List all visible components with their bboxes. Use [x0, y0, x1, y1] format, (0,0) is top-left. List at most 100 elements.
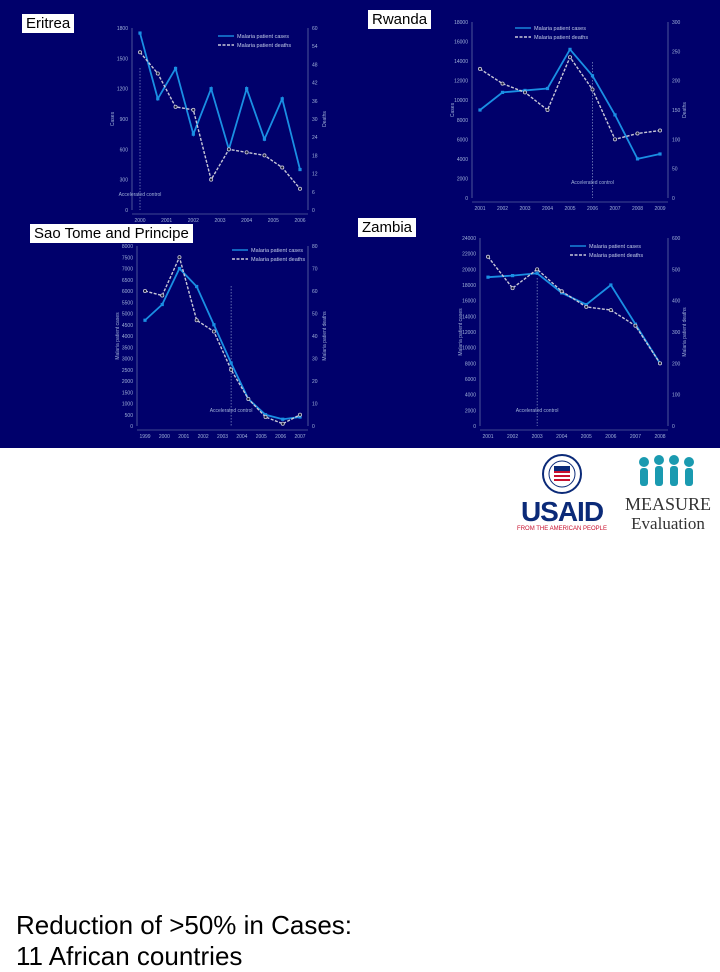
y-tick-label: 4500: [122, 323, 133, 329]
y2-tick-label: 0: [672, 424, 675, 430]
measure-logo: MEASURE Evaluation: [622, 454, 714, 538]
y-tick-label: 1500: [122, 390, 133, 396]
y-tick-label: 1500: [117, 56, 128, 62]
deaths-data-point: [244, 150, 249, 155]
country-label-sao-tome: Sao Tome and Principe: [30, 224, 193, 243]
y-tick-label: 0: [473, 424, 476, 430]
country-label-zambia: Zambia: [358, 218, 417, 237]
y-tick-label: 2000: [122, 379, 133, 385]
y-tick-label: 3000: [122, 357, 133, 363]
y-tick-label: 2000: [465, 408, 476, 414]
deaths-data-point: [246, 396, 251, 401]
deaths-data-point: [211, 329, 216, 334]
x-tick-label: 2001: [161, 218, 172, 224]
x-tick-label: 2007: [609, 206, 620, 212]
y-tick-label: 12000: [454, 79, 468, 85]
deaths-series-line: [487, 256, 661, 364]
y-tick-label: 0: [125, 208, 128, 214]
footer: Reduction of >50% in Cases: 11 African c…: [0, 448, 720, 971]
deaths-data-point: [590, 87, 595, 92]
chart-2: [136, 246, 309, 431]
country-label-rwanda: Rwanda: [368, 10, 432, 29]
cases-data-point: [568, 47, 572, 51]
cases-data-point: [173, 66, 178, 71]
y-axis-title: Cases: [450, 102, 456, 117]
measure-wordmark: MEASURE: [624, 494, 711, 514]
y-tick-label: 2500: [122, 368, 133, 374]
y-tick-label: 10000: [462, 346, 476, 352]
y2-tick-label: 250: [672, 49, 681, 55]
deaths-data-point: [584, 304, 589, 309]
deaths-data-point: [194, 318, 199, 323]
y2-tick-label: 30: [312, 357, 318, 363]
y-tick-label: 4000: [122, 334, 133, 340]
measure-subtitle: Evaluation: [631, 514, 705, 533]
people-group-icon: [639, 455, 694, 486]
y-tick-label: 16000: [462, 299, 476, 305]
y2-tick-label: 100: [672, 393, 681, 399]
y-tick-label: 14000: [462, 314, 476, 320]
x-tick-label: 2005: [581, 434, 592, 440]
y2-tick-label: 0: [312, 424, 315, 430]
legend-label: Malaria patient cases: [251, 248, 303, 254]
x-tick-label: 2004: [556, 434, 567, 440]
legend-label: Malaria patient deaths: [589, 253, 643, 259]
cases-data-point: [613, 113, 617, 117]
y2-tick-label: 42: [312, 81, 318, 87]
usaid-wordmark: USAID: [520, 496, 604, 527]
deaths-data-point: [635, 131, 640, 136]
y-tick-label: 0: [130, 424, 133, 430]
annotation-label: Accelerated control: [516, 408, 559, 414]
cases-data-point: [195, 284, 199, 289]
charts-canvas: 0300600900120015001800061218243036424854…: [110, 20, 688, 440]
cases-data-point: [298, 415, 302, 419]
cases-data-point: [177, 266, 182, 271]
y-tick-label: 6000: [122, 289, 133, 295]
y-axis-title: Malaria patient cases: [458, 308, 464, 356]
y2-tick-label: 0: [672, 196, 675, 202]
cases-series-line: [479, 47, 661, 160]
y2-tick-label: 36: [312, 99, 318, 105]
cases-series-line: [139, 32, 301, 170]
deaths-data-point: [263, 414, 268, 419]
y-tick-label: 6500: [122, 278, 133, 284]
x-tick-label: 2001: [474, 206, 485, 212]
y2-tick-label: 0: [312, 208, 315, 214]
y-tick-label: 8000: [465, 361, 476, 367]
y2-tick-label: 150: [672, 108, 681, 114]
y2-axis-title: Deaths: [322, 111, 328, 127]
x-tick-label: 2007: [294, 434, 305, 440]
cases-data-point: [156, 97, 160, 101]
y2-tick-label: 100: [672, 137, 681, 143]
cases-data-point: [280, 97, 284, 101]
y-tick-label: 6000: [465, 377, 476, 383]
y2-tick-label: 48: [312, 62, 318, 68]
cases-series-line: [144, 266, 301, 421]
x-tick-label: 2001: [178, 434, 189, 440]
cases-data-point: [262, 137, 267, 141]
deaths-data-point: [658, 128, 663, 133]
deaths-data-point: [608, 308, 613, 313]
chart-3: [479, 238, 669, 431]
legend-label: Malaria patient cases: [589, 244, 641, 250]
legend-label: Malaria patient cases: [237, 34, 289, 40]
y2-tick-label: 10: [312, 402, 318, 408]
deaths-data-point: [191, 107, 196, 112]
headline: Reduction of >50% in Cases: 11 African c…: [16, 910, 352, 972]
y2-tick-label: 50: [672, 167, 678, 173]
cases-data-point: [478, 108, 482, 112]
deaths-data-point: [262, 153, 267, 158]
y-tick-label: 3500: [122, 345, 133, 351]
deaths-data-point: [226, 147, 231, 152]
annotation-label: Accelerated control: [119, 192, 162, 198]
deaths-data-point: [160, 293, 165, 298]
cases-data-point: [229, 361, 233, 365]
x-tick-label: 2007: [630, 434, 641, 440]
x-tick-label: 2005: [268, 218, 279, 224]
y-tick-label: 16000: [454, 40, 468, 46]
y2-tick-label: 20: [312, 379, 318, 385]
y-tick-label: 5500: [122, 300, 133, 306]
deaths-data-point: [142, 288, 147, 293]
deaths-data-point: [613, 137, 618, 142]
y2-tick-label: 300: [672, 330, 681, 336]
